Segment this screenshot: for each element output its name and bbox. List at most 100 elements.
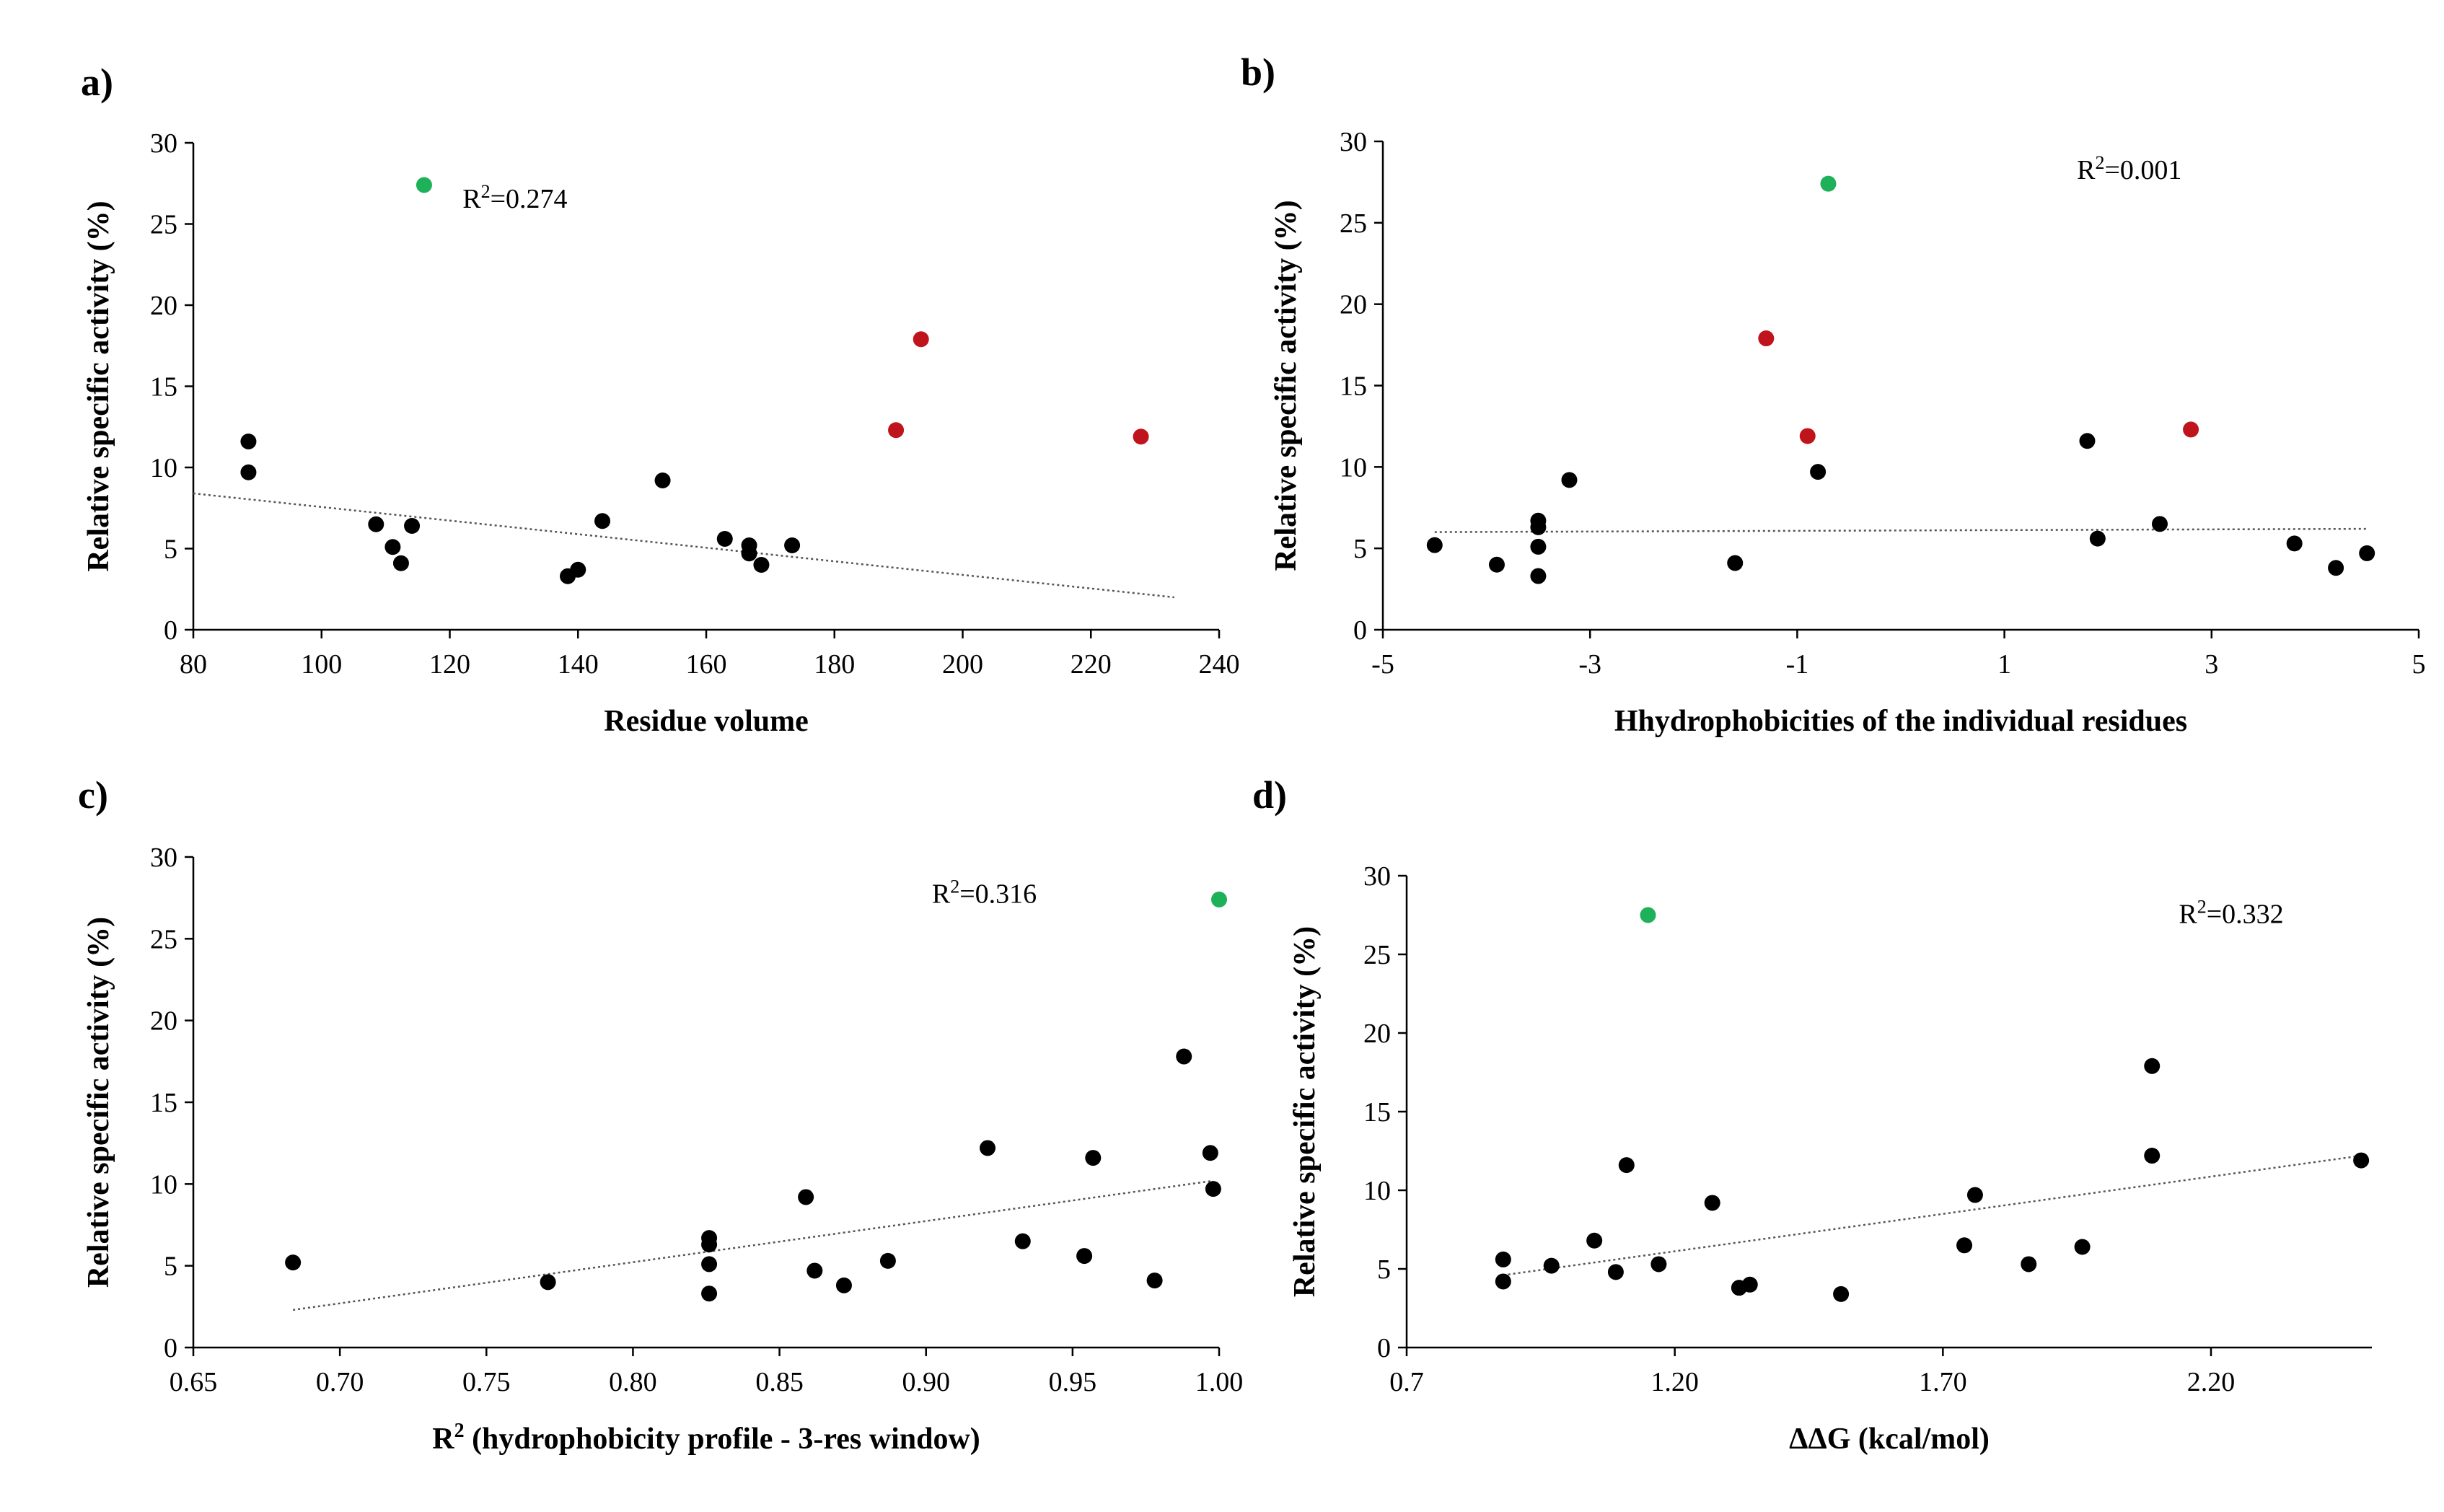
data-point: [240, 434, 257, 449]
x-axis-title-rest: (hydrophobicity profile - 3-res window): [465, 1423, 980, 1456]
y-tick-label: 25: [1363, 940, 1391, 970]
data-point: [1586, 1232, 1603, 1249]
x-tick-label: 3: [2205, 649, 2218, 680]
r-squared-label: R2=0.001: [2077, 152, 2181, 185]
x-tick-label: 120: [429, 649, 470, 680]
data-point: [701, 1256, 718, 1273]
data-point: [416, 177, 432, 193]
data-point: [654, 472, 671, 488]
data-point: [1530, 519, 1547, 535]
data-point: [2183, 421, 2199, 438]
y-tick-label: 30: [150, 843, 177, 873]
data-point: [1211, 891, 1227, 907]
y-tick-label: 5: [164, 1252, 177, 1282]
data-point: [2074, 1239, 2091, 1255]
trend-line: [193, 492, 1174, 599]
x-tick-label: 2.20: [2187, 1367, 2236, 1397]
r-squared-value: =0.274: [491, 184, 568, 214]
data-point: [1650, 1256, 1667, 1273]
data-point: [1014, 1233, 1031, 1249]
r-squared-superscript: 2: [2197, 896, 2207, 917]
y-axis-title: Relative specific activity (%): [82, 201, 115, 571]
chart-panel-3: c) 0 5 10 15 20 25 30 0.65 0.70 0.75 0.80 0.85 0.90 0.…: [78, 773, 1243, 1456]
data-point: [1799, 428, 1816, 444]
r-squared-superscript: 2: [950, 876, 959, 897]
y-tick-label: 25: [150, 210, 177, 240]
y-tick-label: 30: [1340, 127, 1367, 157]
data-point: [888, 422, 905, 439]
y-tick-label: 15: [1340, 372, 1367, 402]
x-tick-label: 0.70: [316, 1367, 364, 1397]
data-point: [384, 539, 401, 555]
data-point: [1530, 568, 1547, 584]
data-point: [1488, 556, 1505, 573]
y-tick-label: 25: [150, 924, 177, 954]
data-point: [1146, 1273, 1163, 1289]
data-point: [1741, 1276, 1758, 1293]
data-point: [1833, 1285, 1850, 1302]
data-point: [594, 513, 611, 529]
data-point: [1727, 555, 1744, 571]
data-point: [1530, 538, 1547, 555]
data-point: [1426, 537, 1443, 553]
x-tick-label: 1.70: [1919, 1367, 1967, 1397]
data-point: [1176, 1048, 1192, 1065]
data-point: [368, 516, 384, 532]
x-tick-label: 0.95: [1049, 1367, 1097, 1397]
panel-label: a): [81, 61, 113, 104]
data-point: [835, 1277, 852, 1293]
data-point: [784, 537, 801, 553]
data-point: [1956, 1237, 1973, 1254]
x-tick-label: 5: [2412, 649, 2426, 680]
data-point: [1966, 1187, 1983, 1203]
x-tick-label: 0.85: [755, 1367, 804, 1397]
x-axis-title: R2 (hydrophobicity profile - 3-res windo…: [432, 1420, 980, 1456]
y-tick-label: 20: [150, 291, 177, 321]
x-tick-label: 200: [942, 649, 983, 680]
y-axis-title: Relative specific activity (%): [1288, 926, 1322, 1297]
y-tick-label: 0: [164, 615, 177, 646]
trend-line: [1503, 1154, 2362, 1276]
data-point: [1758, 330, 1775, 347]
data-point: [1607, 1264, 1624, 1280]
x-tick-label: 80: [180, 649, 207, 680]
data-point: [2021, 1256, 2037, 1273]
x-axis-title: Residue volume: [604, 705, 809, 738]
r-squared-value: =0.316: [959, 879, 1037, 909]
chart-panel-2: b) 0 5 10 15 20 25 30 -5 -3 -1 1 3 5 Hhydrophobicities…: [1241, 50, 2426, 738]
data-point: [980, 1140, 996, 1156]
y-tick-label: 5: [164, 535, 177, 565]
panel-label: b): [1241, 50, 1275, 94]
data-point: [913, 331, 929, 348]
x-tick-label: 1: [1997, 649, 2011, 680]
x-tick-label: 220: [1071, 649, 1112, 680]
y-tick-label: 20: [1363, 1019, 1391, 1049]
y-tick-label: 15: [150, 1088, 177, 1118]
y-tick-label: 0: [164, 1333, 177, 1363]
data-point: [540, 1274, 556, 1291]
data-point: [2144, 1058, 2161, 1074]
data-point: [806, 1262, 823, 1279]
y-tick-label: 30: [150, 128, 177, 159]
y-axis-title: Relative specific activity (%): [82, 917, 115, 1288]
data-point: [240, 464, 257, 480]
y-tick-label: 5: [1353, 534, 1367, 564]
data-point: [2359, 545, 2375, 561]
x-tick-label: -5: [1371, 649, 1394, 680]
x-tick-label: -3: [1578, 649, 1601, 680]
data-point: [2328, 560, 2344, 576]
y-tick-label: 20: [150, 1006, 177, 1037]
y-tick-label: 10: [150, 453, 177, 483]
y-tick-label: 15: [1363, 1097, 1391, 1128]
y-tick-label: 15: [150, 372, 177, 403]
x-tick-label: 0.80: [609, 1367, 657, 1397]
x-tick-label: 100: [301, 649, 342, 680]
data-point: [716, 531, 733, 547]
y-tick-label: 0: [1353, 615, 1367, 646]
trend-line: [292, 1179, 1214, 1311]
data-point: [879, 1252, 896, 1269]
x-tick-label: 0.7: [1389, 1367, 1424, 1397]
data-point: [1495, 1251, 1511, 1267]
y-tick-label: 5: [1377, 1254, 1391, 1285]
data-point: [1618, 1157, 1635, 1174]
